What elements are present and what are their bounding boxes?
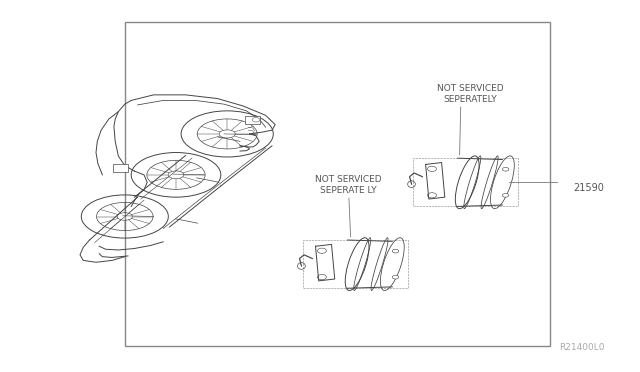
Text: 21590: 21590 xyxy=(573,183,604,193)
Text: NOT SERVICED
SEPERATELY: NOT SERVICED SEPERATELY xyxy=(437,84,504,104)
Bar xyxy=(245,116,260,124)
Bar xyxy=(413,158,518,206)
Bar xyxy=(125,22,550,346)
Bar xyxy=(303,240,408,288)
Circle shape xyxy=(502,167,509,171)
Bar xyxy=(113,164,128,172)
Circle shape xyxy=(392,275,399,279)
Text: NOT SERVICED
SEPERATE LY: NOT SERVICED SEPERATE LY xyxy=(316,175,382,195)
Circle shape xyxy=(392,249,399,253)
Circle shape xyxy=(502,193,509,197)
Text: R21400L0: R21400L0 xyxy=(559,343,605,352)
